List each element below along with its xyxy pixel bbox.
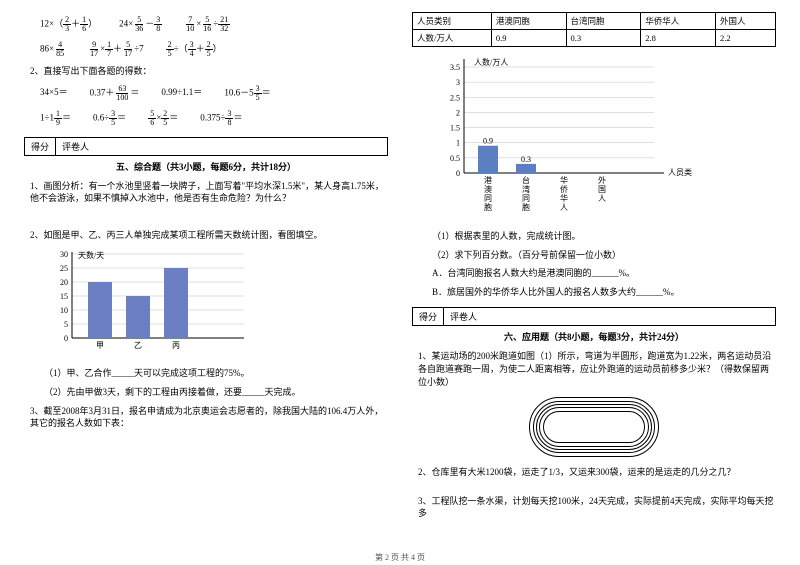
eq-4d: 0.375÷38＝ — [200, 110, 242, 127]
svg-text:同: 同 — [522, 194, 530, 203]
th-2: 台湾同胞 — [566, 13, 641, 30]
svg-text:甲: 甲 — [96, 341, 104, 350]
svg-text:5: 5 — [64, 320, 68, 329]
svg-text:0: 0 — [64, 334, 68, 343]
svg-text:1: 1 — [456, 139, 460, 148]
bar-chart-days: 0 5 10 15 20 25 30 天数/天甲 乙 丙 — [44, 248, 388, 360]
svg-text:25: 25 — [60, 264, 68, 273]
q5-2a: （1）甲、乙合作_____天可以完成这项工程的75%。 — [44, 367, 388, 380]
svg-text:台: 台 — [522, 175, 530, 185]
svg-text:15: 15 — [60, 292, 68, 301]
score-label: 得分 — [413, 308, 444, 325]
svg-text:20: 20 — [60, 278, 68, 287]
svg-text:30: 30 — [60, 250, 68, 259]
svg-text:胞: 胞 — [522, 202, 530, 212]
td-0: 0.9 — [491, 30, 566, 47]
track-diagram — [529, 397, 659, 457]
td-label: 人数/万人 — [413, 30, 492, 47]
svg-text:人: 人 — [560, 203, 568, 212]
svg-text:侨: 侨 — [560, 184, 568, 194]
svg-text:外: 外 — [598, 175, 606, 185]
eq-3d: 10.6－535＝ — [224, 85, 270, 102]
q5-2b: （2）先由甲做3天，剩下的工程由丙接着做，还要_____天完成。 — [44, 386, 388, 399]
svg-text:华: 华 — [560, 193, 568, 203]
td-2: 2.8 — [641, 30, 716, 47]
svg-text:港: 港 — [484, 175, 492, 185]
eq-4a: 1÷119＝ — [40, 110, 71, 127]
eq-4c: 56×25＝ — [148, 110, 178, 127]
svg-text:3.5: 3.5 — [450, 63, 460, 72]
equation-row-2: 86×485 917×17＋517÷7 25÷（34＋25） — [40, 41, 388, 58]
right-column: 人员类别 港澳同胞 台湾同胞 华侨华人 外国人 人数/万人 0.9 0.3 2.… — [412, 12, 776, 561]
eq-3a: 34×5＝ — [40, 85, 68, 102]
q-rB: B．旅居国外的华侨华人比外国人的报名人数多大约______%。 — [432, 286, 776, 299]
svg-text:0.5: 0.5 — [450, 154, 460, 163]
svg-text:0.3: 0.3 — [521, 155, 531, 164]
eq-1a: 12×（23＋16） — [40, 16, 97, 33]
td-3: 2.2 — [715, 30, 775, 47]
score-box-left: 得分 评卷人 — [24, 137, 388, 156]
svg-text:1.5: 1.5 — [450, 124, 460, 133]
grader-label: 评卷人 — [444, 308, 483, 325]
svg-text:人: 人 — [598, 194, 606, 203]
svg-text:0.9: 0.9 — [483, 137, 493, 146]
th-4: 外国人 — [715, 13, 775, 30]
equation-row-3: 34×5＝ 0.37＋63100＝ 0.99÷1.1＝ 10.6－535＝ — [40, 85, 388, 102]
svg-text:华: 华 — [560, 175, 568, 185]
svg-text:人员类别: 人员类别 — [668, 167, 692, 177]
equation-row-1: 12×（23＋16） 24×536－38 710×516÷2132 — [40, 16, 388, 33]
eq-4b: 0.6÷35＝ — [93, 110, 126, 127]
svg-text:10: 10 — [60, 306, 68, 315]
q5-1: 1、画图分析：有一个水池里竖着一块牌子，上面写着"平均水深1.5米"，某人身高1… — [30, 180, 388, 205]
equation-row-4: 1÷119＝ 0.6÷35＝ 56×25＝ 0.375÷38＝ — [40, 110, 388, 127]
eq-1c: 710×516÷2132 — [184, 16, 230, 33]
q5-2: 2、如图是甲、乙、丙三人单独完成某项工程所需天数统计图，看图填空。 — [30, 229, 388, 242]
svg-text:2: 2 — [456, 108, 460, 117]
eq-2a: 86×485 — [40, 41, 66, 58]
score-label: 得分 — [25, 138, 56, 155]
q-r1: （1）根据表里的人数，完成统计图。 — [432, 230, 776, 243]
population-table: 人员类别 港澳同胞 台湾同胞 华侨华人 外国人 人数/万人 0.9 0.3 2.… — [412, 12, 776, 47]
q6-3: 3、工程队挖一条水渠，计划每天挖100米，24天完成，实际提前4天完成，实际平均… — [418, 495, 776, 520]
eq-3b: 0.37＋63100＝ — [90, 85, 140, 102]
score-box-right: 得分 评卷人 — [412, 307, 776, 326]
th-3: 华侨华人 — [641, 13, 716, 30]
bar-chart-population: 00.511.522.533.5人数/万人人员类别0.9港澳同胞0.3台湾同胞华… — [432, 57, 776, 223]
svg-text:胞: 胞 — [484, 202, 492, 212]
table-header-row: 人员类别 港澳同胞 台湾同胞 华侨华人 外国人 — [413, 13, 776, 30]
section-5-title: 五、综合题（共3小题，每题6分，共计18分） — [24, 160, 388, 173]
svg-text:湾: 湾 — [522, 184, 530, 194]
q-r2: （2）求下列百分数。（百分号前保留一位小数） — [432, 249, 776, 262]
eq-3c: 0.99÷1.1＝ — [161, 85, 202, 102]
th-0: 人员类别 — [413, 13, 492, 30]
direct-calc-title: 2、直接写出下面各题的得数： — [30, 65, 388, 78]
svg-text:0: 0 — [456, 169, 460, 178]
svg-text:丙: 丙 — [172, 341, 180, 350]
svg-text:国: 国 — [598, 185, 606, 194]
td-1: 0.3 — [566, 30, 641, 47]
svg-text:同: 同 — [484, 194, 492, 203]
svg-text:天数/天: 天数/天 — [78, 250, 104, 260]
svg-text:澳: 澳 — [484, 184, 492, 194]
svg-text:乙: 乙 — [134, 341, 142, 350]
q5-3: 3、截至2008年3月31日，报名申请成为北京奥运会志愿者的，除我国大陆的106… — [30, 405, 388, 430]
q-rA: A．台湾同胞报名人数大约是港澳同胞的______%。 — [432, 267, 776, 280]
table-data-row: 人数/万人 0.9 0.3 2.8 2.2 — [413, 30, 776, 47]
svg-text:人数/万人: 人数/万人 — [474, 57, 508, 67]
svg-text:2.5: 2.5 — [450, 93, 460, 102]
q6-1: 1、某运动场的200米跑道如图（1）所示，弯道为半圆形，跑道宽为1.22米，两名… — [418, 350, 776, 388]
grader-label: 评卷人 — [56, 138, 95, 155]
section-6-title: 六、应用题（共8小题，每题3分，共计24分） — [412, 330, 776, 343]
eq-2c: 25÷（34＋25） — [166, 41, 222, 58]
eq-2b: 917×17＋517÷7 — [88, 41, 144, 58]
svg-text:3: 3 — [456, 78, 460, 87]
eq-1b: 24×536－38 — [119, 16, 162, 33]
q6-2: 2、仓库里有大米1200袋，运走了1/3，又运来300袋，运来的是运走的几分之几… — [418, 466, 776, 479]
page-footer: 第 2 页 共 4 页 — [0, 552, 800, 563]
th-1: 港澳同胞 — [491, 13, 566, 30]
left-column: 12×（23＋16） 24×536－38 710×516÷2132 86×485… — [24, 12, 388, 561]
